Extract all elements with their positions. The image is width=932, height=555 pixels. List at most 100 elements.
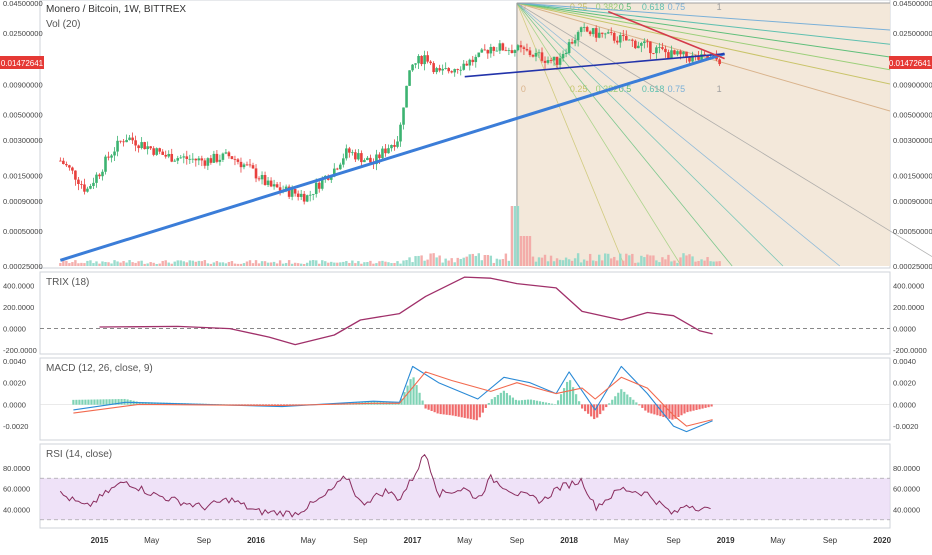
vol-label: Vol (20) bbox=[46, 19, 80, 30]
candle-body bbox=[604, 34, 607, 35]
candle-body bbox=[240, 162, 243, 167]
candle-body bbox=[390, 145, 393, 148]
macd-histogram-bar bbox=[587, 404, 589, 413]
candle-body bbox=[231, 156, 234, 159]
volume-bar bbox=[107, 262, 109, 266]
volume-bar bbox=[186, 262, 188, 266]
volume-bar bbox=[267, 263, 269, 266]
macd-label: MACD (12, 26, close, 9) bbox=[46, 363, 153, 374]
macd-histogram-bar bbox=[93, 400, 95, 405]
volume-bar bbox=[583, 260, 585, 266]
volume-bar bbox=[700, 259, 702, 266]
volume-bar bbox=[143, 264, 145, 266]
candle-body bbox=[396, 141, 399, 146]
macd-histogram-bar bbox=[704, 404, 706, 407]
volume-bar bbox=[80, 263, 82, 266]
price-axis-tick-right: 0.04500000 bbox=[893, 0, 932, 8]
candle-body bbox=[297, 194, 300, 197]
fib-fan-layer[interactable]: 000.250.250.3820.3820.50.50.6180.6180.75… bbox=[517, 2, 932, 266]
volume-bar bbox=[234, 264, 236, 266]
macd-histogram-bar bbox=[653, 404, 655, 414]
macd-histogram-bar bbox=[479, 404, 481, 417]
volume-bar bbox=[598, 255, 600, 266]
candle-body bbox=[508, 50, 511, 51]
volume-bar bbox=[499, 259, 501, 266]
candle-body bbox=[351, 152, 354, 153]
candle-body bbox=[149, 146, 152, 148]
candle-body bbox=[402, 108, 405, 125]
candle-body bbox=[357, 153, 360, 159]
volume-bar bbox=[526, 236, 528, 266]
candle-body bbox=[438, 68, 441, 70]
volume-bar bbox=[378, 261, 380, 266]
candle-body bbox=[505, 50, 508, 51]
candle-body bbox=[315, 183, 318, 194]
macd-histogram-bar bbox=[524, 400, 526, 405]
candle-body bbox=[643, 41, 646, 43]
volume-bar bbox=[387, 262, 389, 266]
volume-bar bbox=[98, 264, 100, 266]
candle-body bbox=[631, 40, 634, 41]
volume-bar bbox=[149, 262, 151, 266]
volume-bar bbox=[673, 261, 675, 266]
volume-bar bbox=[411, 262, 413, 266]
volume-bar bbox=[634, 263, 636, 266]
candle-body bbox=[158, 148, 161, 151]
volume-bar bbox=[363, 262, 365, 266]
macd-histogram-bar bbox=[698, 404, 700, 409]
candle-body bbox=[143, 142, 146, 149]
signal-line bbox=[73, 372, 712, 426]
volume-bar bbox=[559, 260, 561, 266]
candle-body bbox=[598, 33, 601, 38]
macd-histogram-bar bbox=[75, 400, 77, 405]
candle-body bbox=[170, 154, 173, 162]
volume-bar bbox=[694, 262, 696, 266]
candle-body bbox=[520, 45, 523, 47]
volume-bar bbox=[249, 260, 251, 266]
volume-bar bbox=[408, 257, 410, 266]
volume-bar bbox=[71, 262, 73, 266]
candle-body bbox=[568, 42, 571, 53]
rsi-axis-tick-left: 60.0000 bbox=[3, 485, 30, 494]
volume-bar bbox=[712, 262, 714, 266]
volume-bar bbox=[231, 261, 233, 266]
volume-bar bbox=[441, 263, 443, 266]
volume-bar bbox=[68, 263, 70, 266]
candle-body bbox=[273, 184, 276, 186]
macd-histogram-bar bbox=[701, 404, 703, 408]
candle-body bbox=[550, 60, 553, 61]
volume-bar bbox=[345, 261, 347, 266]
volume-bar bbox=[571, 261, 573, 266]
candle-body bbox=[556, 57, 559, 65]
candle-body bbox=[83, 184, 86, 191]
candle-body bbox=[300, 194, 303, 197]
rsi-axis-tick-left: 80.0000 bbox=[3, 464, 30, 473]
candle-body bbox=[366, 158, 369, 160]
trix-axis-tick-right: 400.0000 bbox=[893, 282, 924, 291]
macd-histogram-bar bbox=[545, 402, 547, 404]
candle-body bbox=[456, 69, 459, 70]
volume-bar bbox=[258, 263, 260, 266]
candle-body bbox=[480, 50, 483, 53]
volume-bar bbox=[303, 264, 305, 266]
macd-histogram-bar bbox=[409, 379, 411, 405]
volume-bar bbox=[309, 261, 311, 266]
macd-histogram-bar bbox=[421, 401, 423, 405]
fib-level-label: 1 bbox=[717, 2, 722, 12]
volume-bar bbox=[435, 257, 437, 266]
candle-body bbox=[122, 141, 125, 142]
macd-histogram-bar bbox=[686, 404, 688, 412]
volume-bar bbox=[240, 264, 242, 266]
candle-body bbox=[432, 63, 435, 72]
candle-body bbox=[216, 154, 219, 162]
macd-histogram-bar bbox=[512, 398, 514, 405]
volume-bar bbox=[444, 259, 446, 266]
volume-bar bbox=[62, 260, 64, 266]
candle-body bbox=[369, 158, 372, 163]
candle-body bbox=[718, 59, 721, 64]
volume-bar bbox=[508, 261, 510, 266]
volume-bar bbox=[327, 263, 329, 266]
volume-bar bbox=[604, 253, 606, 266]
